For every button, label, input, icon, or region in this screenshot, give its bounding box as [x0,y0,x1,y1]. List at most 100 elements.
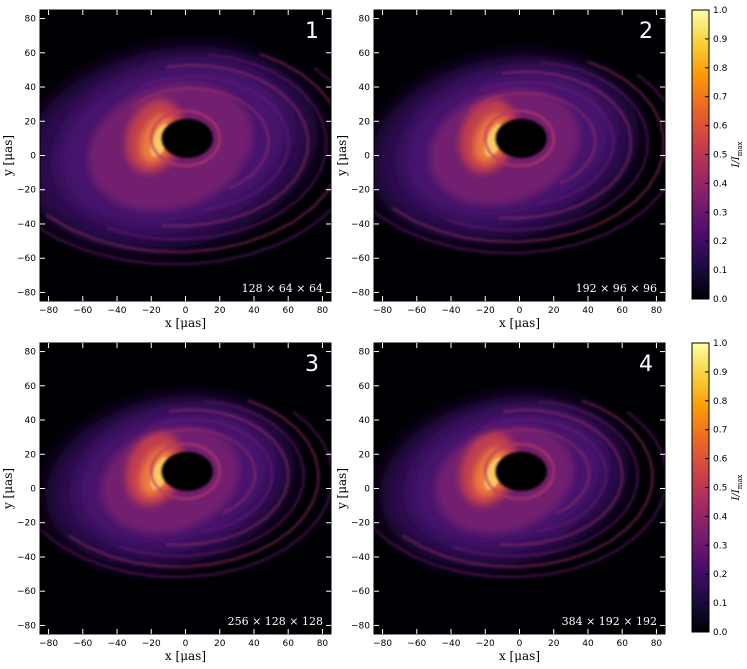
y-tick-label: 80 [359,15,371,25]
y-tick-label: 40 [25,416,37,426]
x-tick-label: −20 [142,306,161,316]
x-tick-label: 80 [317,306,329,316]
panel-number-label: 4 [639,352,653,377]
x-tick-label: −20 [476,306,495,316]
y-tick-label: 40 [359,416,371,426]
y-axis-label: y [μas] [335,468,349,510]
x-tick-label: 40 [582,306,594,316]
y-tick-label: −20 [17,519,36,529]
colorbar-tick-label: 0.7 [713,426,727,436]
x-axis-label: x [μas] [499,316,540,330]
x-tick-label: 60 [282,639,294,649]
x-tick-label: −40 [108,639,127,649]
y-tick-label: −60 [17,254,36,264]
y-tick-label: 60 [359,382,371,392]
x-tick-label: 20 [548,639,560,649]
y-tick-label: 20 [359,450,371,460]
x-tick-label: −40 [442,639,461,649]
colorbar-tick-label: 0.9 [713,35,728,45]
x-tick-label: 80 [317,639,329,649]
x-tick-label: −40 [108,306,127,316]
y-tick-label: 80 [359,348,371,358]
x-tick-label: −60 [407,639,426,649]
panel-number-label: 3 [305,352,319,377]
panel-number-label: 1 [305,19,319,44]
y-tick-label: −60 [351,587,370,597]
colorbar-tick-label: 0.7 [713,93,727,103]
y-axis-label: y [μas] [1,468,15,510]
x-tick-label: 40 [582,639,594,649]
y-tick-label: 0 [30,152,36,162]
y-tick-label: −40 [17,220,36,230]
intensity-map [374,55,665,255]
colorbar-tick-label: 0.4 [713,512,728,522]
colorbar-tick-label: 0.1 [713,599,727,609]
x-tick-label: −20 [476,639,495,649]
colorbar-1: 1.0 0.9 0.8 0.7 0.6 0.5 0.4 0.3 0.2 0.1 0.0 I/Imax [691,6,744,305]
x-tick-label: −60 [407,306,426,316]
resolution-label: 192 × 96 × 96 [576,282,657,295]
y-tick-label: 80 [25,15,37,25]
y-tick-label: −80 [351,621,370,631]
x-axis-label: x [μas] [165,316,206,330]
x-tick-label: 20 [214,639,226,649]
y-tick-label: −20 [351,186,370,196]
x-tick-label: 80 [651,306,663,316]
panel-3: −80 −60 −40 −20 0 20 40 60 80 80 60 40 20 0 −20 −40 −60 −… [1,342,332,663]
x-tick-label: 60 [616,306,628,316]
y-tick-label: −60 [351,254,370,264]
black-hole-shadow [495,118,547,159]
colorbar-tick-label: 1.0 [713,6,728,16]
y-tick-label: 40 [359,83,371,93]
x-tick-label: −60 [73,306,92,316]
colorbar-tick-label: 0.0 [713,628,728,638]
colorbar-tick-label: 0.1 [713,266,727,276]
intensity-map [40,395,331,579]
x-tick-label: −80 [373,639,392,649]
y-axis-label: y [μas] [335,135,349,177]
x-tick-label: 0 [517,306,523,316]
x-tick-label: −40 [442,306,461,316]
x-tick-label: 20 [548,306,560,316]
y-tick-label: 0 [30,485,36,495]
panel-4: −80 −60 −40 −20 0 20 40 60 80 80 60 40 20 0 −20 −40 −60 −… [335,342,666,663]
y-tick-label: 20 [25,117,37,127]
y-axis-label: y [μas] [1,135,15,177]
resolution-label: 384 × 192 × 192 [562,615,657,628]
x-tick-label: 0 [183,639,189,649]
y-tick-label: 60 [25,49,37,59]
x-tick-label: 0 [183,306,189,316]
colorbar-2: 1.0 0.9 0.8 0.7 0.6 0.5 0.4 0.3 0.2 0.1 0.0 I/Imax [691,339,744,638]
y-tick-label: −40 [351,553,370,563]
colorbar-tick-label: 0.6 [713,455,728,465]
y-tick-label: 60 [25,382,37,392]
y-tick-label: 20 [359,117,371,127]
x-tick-label: −60 [73,639,92,649]
colorbar-tick-label: 0.5 [713,484,727,494]
intensity-map [40,46,331,266]
y-tick-label: −60 [17,587,36,597]
panel-2: −80 −60 −40 −20 0 20 40 60 80 80 60 40 20 0 −20 −40 −60 −… [335,9,666,330]
x-tick-label: −80 [39,639,58,649]
panel-1: −80 −60 −40 −20 0 20 40 60 80 80 60 40 20 0 −20 −40 −60 −… [1,9,332,330]
colorbar-tick-label: 0.6 [713,122,728,132]
colorbar-tick-label: 0.9 [713,368,728,378]
colorbar-tick-label: 0.2 [713,237,727,247]
colorbar-tick-label: 0.0 [713,295,728,305]
y-tick-label: −80 [17,288,36,298]
resolution-label: 128 × 64 × 64 [242,282,323,295]
colorbar-tick-label: 0.2 [713,570,727,580]
resolution-label: 256 × 128 × 128 [228,615,323,628]
x-tick-label: 60 [282,306,294,316]
black-hole-shadow [495,451,547,492]
y-tick-label: 60 [359,49,371,59]
colorbar-tick-label: 0.4 [713,179,728,189]
x-tick-label: −20 [142,639,161,649]
x-tick-label: 0 [517,639,523,649]
y-tick-label: −20 [351,519,370,529]
x-tick-label: 40 [248,639,260,649]
colorbar-label: I/Imax [731,474,744,501]
x-tick-label: 20 [214,306,226,316]
colorbar-tick-label: 1.0 [713,339,728,349]
